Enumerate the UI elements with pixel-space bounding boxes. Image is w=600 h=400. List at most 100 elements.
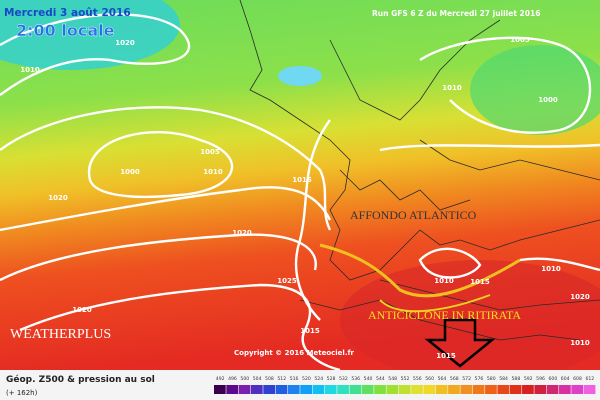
colorbar-swatch <box>250 385 263 394</box>
copyright: Copyright © 2016 Meteociel.fr <box>234 349 355 357</box>
colorbar: 492 496 500 504 508 512 516 520 524 528 532 536 540 5… <box>214 376 596 394</box>
colorbar-swatch <box>497 385 510 394</box>
annotation: ANTICICLONE IN RITIRATA <box>368 308 521 322</box>
isobar-label: 1010 <box>434 277 454 285</box>
colorbar-swatch <box>312 385 325 394</box>
colorbar-swatch <box>423 385 436 394</box>
isobar-label: 1010 <box>570 339 590 347</box>
colorbar-label: 580 <box>487 376 496 382</box>
colorbar-label: 572 <box>462 376 471 382</box>
colorbar-label: 544 <box>376 376 385 382</box>
colorbar-label: 568 <box>450 376 459 382</box>
colorbar-swatch <box>238 385 251 394</box>
colorbar-label: 540 <box>364 376 373 382</box>
colorbar-swatch <box>300 385 312 394</box>
colorbar-swatch <box>324 385 337 394</box>
colorbar-label: 584 <box>499 376 508 382</box>
forecast-time: 2:00 locale <box>16 21 115 40</box>
colorbar-label: 588 <box>512 376 521 382</box>
colorbar-label: 592 <box>524 376 533 382</box>
colorbar-swatch <box>448 385 460 394</box>
ridge-axis <box>379 294 491 313</box>
colorbar-label: 528 <box>327 376 336 382</box>
colorbar-swatch <box>485 385 497 394</box>
colorbar-label: 532 <box>339 376 348 382</box>
cold-pool <box>0 0 180 70</box>
colorbar-label: 496 <box>228 376 237 382</box>
isobar-label: 1020 <box>115 39 135 47</box>
colorbar-swatch <box>275 385 288 394</box>
isobar-label: 1010 <box>203 168 223 176</box>
colorbar-swatch <box>534 385 547 394</box>
isobar-labels: 1020 1010 1005 1000 1010 1005 1010 1000 1015 1020… <box>20 36 590 360</box>
annotation: AFFONDO ATLANTICO <box>350 208 477 222</box>
isobar-label: 1005 <box>510 36 530 44</box>
colorbar-swatch <box>583 385 596 394</box>
coastlines <box>239 0 600 341</box>
colorbar-label: 524 <box>314 376 323 382</box>
isobar-label: 1010 <box>541 265 561 273</box>
colorbar-label: 596 <box>536 376 545 382</box>
isobar-label: 1020 <box>72 306 92 314</box>
colorbar-swatch <box>509 385 522 394</box>
colorbar-swatch <box>214 385 226 394</box>
colorbar-swatch <box>435 385 448 394</box>
colorbar-label: 608 <box>573 376 582 382</box>
isobar-label: 1015 <box>292 176 312 184</box>
isobar-label: 1020 <box>48 194 68 202</box>
run-info: Run GFS 6 Z du Mercredi 27 juillet 2016 <box>372 9 540 18</box>
cold-pool <box>278 66 322 86</box>
brand: WEATHERPLUS <box>10 327 111 342</box>
colorbar-swatch <box>546 385 559 394</box>
colorbar-swatch <box>460 385 473 394</box>
colorbar-swatch <box>411 385 423 394</box>
colorbar-label: 576 <box>475 376 484 382</box>
isobar-label: 1025 <box>277 277 297 285</box>
colorbar-swatch <box>571 385 584 394</box>
colorbar-swatch <box>263 385 276 394</box>
colorbar-label: 556 <box>413 376 422 382</box>
legend-lead: (+ 162h) <box>6 389 38 397</box>
colorbar-label: 604 <box>561 376 570 382</box>
colorbar-swatch <box>361 385 374 394</box>
colorbar-swatch <box>287 385 300 394</box>
colorbar-swatch <box>337 385 349 394</box>
colorbar-swatch <box>559 385 571 394</box>
forecast-date: Mercredi 3 août 2016 <box>4 7 131 19</box>
colorbar-swatch <box>374 385 386 394</box>
colorbar-label: 560 <box>425 376 434 382</box>
colorbar-label: 600 <box>548 376 557 382</box>
isobar-label: 1010 <box>442 84 462 92</box>
isobar-label: 1015 <box>300 327 320 335</box>
arrow-icon <box>424 318 496 368</box>
isobar-label: 1010 <box>20 66 40 74</box>
isobars <box>0 13 600 372</box>
ridge-axis <box>319 243 521 298</box>
colorbar-label: 504 <box>253 376 262 382</box>
isobar-label: 1015 <box>470 278 490 286</box>
legend-title: Géop. Z500 & pression au sol <box>6 374 155 385</box>
colorbar-label: 512 <box>277 376 286 382</box>
colorbar-label: 516 <box>290 376 299 382</box>
colorbar-swatch <box>472 385 485 394</box>
colorbar-swatch <box>349 385 362 394</box>
colorbar-swatch <box>398 385 411 394</box>
colorbar-swatch <box>386 385 399 394</box>
colorbar-swatch <box>226 385 239 394</box>
cold-pool <box>470 45 600 135</box>
isobar-label: 1000 <box>120 168 140 176</box>
colorbar-label: 552 <box>401 376 410 382</box>
isobar-label: 1020 <box>570 293 590 301</box>
isobar-label: 1005 <box>200 148 220 156</box>
colorbar-label: 536 <box>351 376 360 382</box>
isobar-label: 1020 <box>232 229 252 237</box>
colorbar-label: 508 <box>265 376 274 382</box>
isobar-label: 1000 <box>538 96 558 104</box>
colorbar-label: 564 <box>438 376 447 382</box>
colorbar-label: 492 <box>216 376 225 382</box>
colorbar-label: 520 <box>302 376 311 382</box>
colorbar-label: 500 <box>240 376 249 382</box>
colorbar-label: 548 <box>388 376 397 382</box>
